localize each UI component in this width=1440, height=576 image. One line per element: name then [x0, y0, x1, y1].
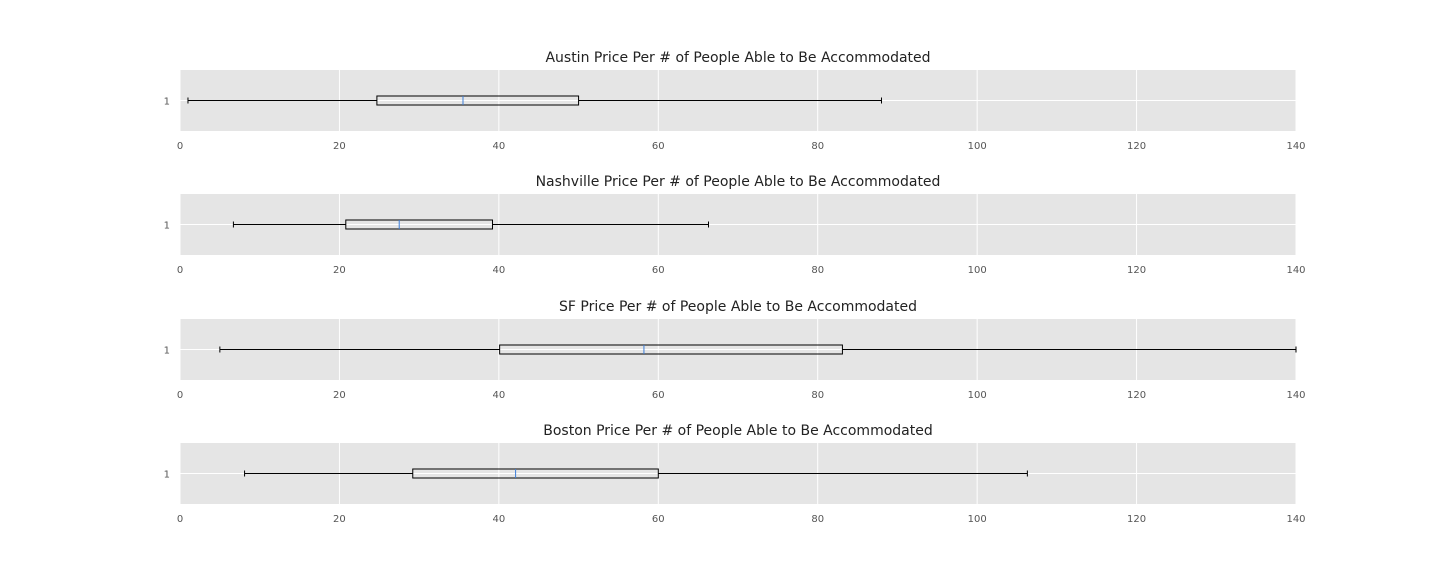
y-tick-label: 1: [164, 221, 170, 232]
x-tick-label: 100: [968, 514, 987, 525]
x-tick-label: 140: [1286, 390, 1305, 401]
x-tick-label: 60: [652, 141, 665, 152]
x-tick-label: 120: [1127, 265, 1146, 276]
iqr-box: [412, 468, 659, 479]
x-tick-label: 80: [811, 141, 824, 152]
iqr-box: [499, 344, 843, 355]
x-tick-label: 60: [652, 390, 665, 401]
x-tick-label: 0: [177, 265, 183, 276]
x-tick-label: 140: [1286, 265, 1305, 276]
x-tick-label: 60: [652, 265, 665, 276]
chart-title-3: SF Price Per # of People Able to Be Acco…: [559, 299, 917, 315]
y-tick-label: 1: [164, 470, 170, 481]
chart-title-1: Austin Price Per # of People Able to Be …: [545, 50, 930, 66]
x-tick-label: 60: [652, 514, 665, 525]
x-tick-label: 0: [177, 390, 183, 401]
y-tick-label: 1: [164, 346, 170, 357]
x-tick-label: 40: [492, 514, 505, 525]
x-tick-label: 20: [333, 141, 346, 152]
x-tick-label: 0: [177, 141, 183, 152]
x-tick-label: 80: [811, 514, 824, 525]
x-tick-label: 20: [333, 514, 346, 525]
x-tick-label: 40: [492, 390, 505, 401]
x-tick-label: 80: [811, 265, 824, 276]
x-tick-label: 40: [492, 141, 505, 152]
chart-title-4: Boston Price Per # of People Able to Be …: [543, 423, 932, 439]
x-tick-label: 120: [1127, 390, 1146, 401]
iqr-box: [345, 219, 493, 230]
x-tick-label: 40: [492, 265, 505, 276]
x-tick-label: 140: [1286, 514, 1305, 525]
x-tick-label: 100: [968, 265, 987, 276]
y-tick-label: 1: [164, 97, 170, 108]
x-tick-label: 120: [1127, 141, 1146, 152]
x-tick-label: 120: [1127, 514, 1146, 525]
x-tick-label: 20: [333, 265, 346, 276]
iqr-box: [376, 95, 580, 106]
x-tick-label: 140: [1286, 141, 1305, 152]
x-tick-label: 20: [333, 390, 346, 401]
x-tick-label: 100: [968, 390, 987, 401]
x-tick-label: 100: [968, 141, 987, 152]
x-tick-label: 0: [177, 514, 183, 525]
x-tick-label: 80: [811, 390, 824, 401]
chart-title-2: Nashville Price Per # of People Able to …: [536, 174, 941, 190]
